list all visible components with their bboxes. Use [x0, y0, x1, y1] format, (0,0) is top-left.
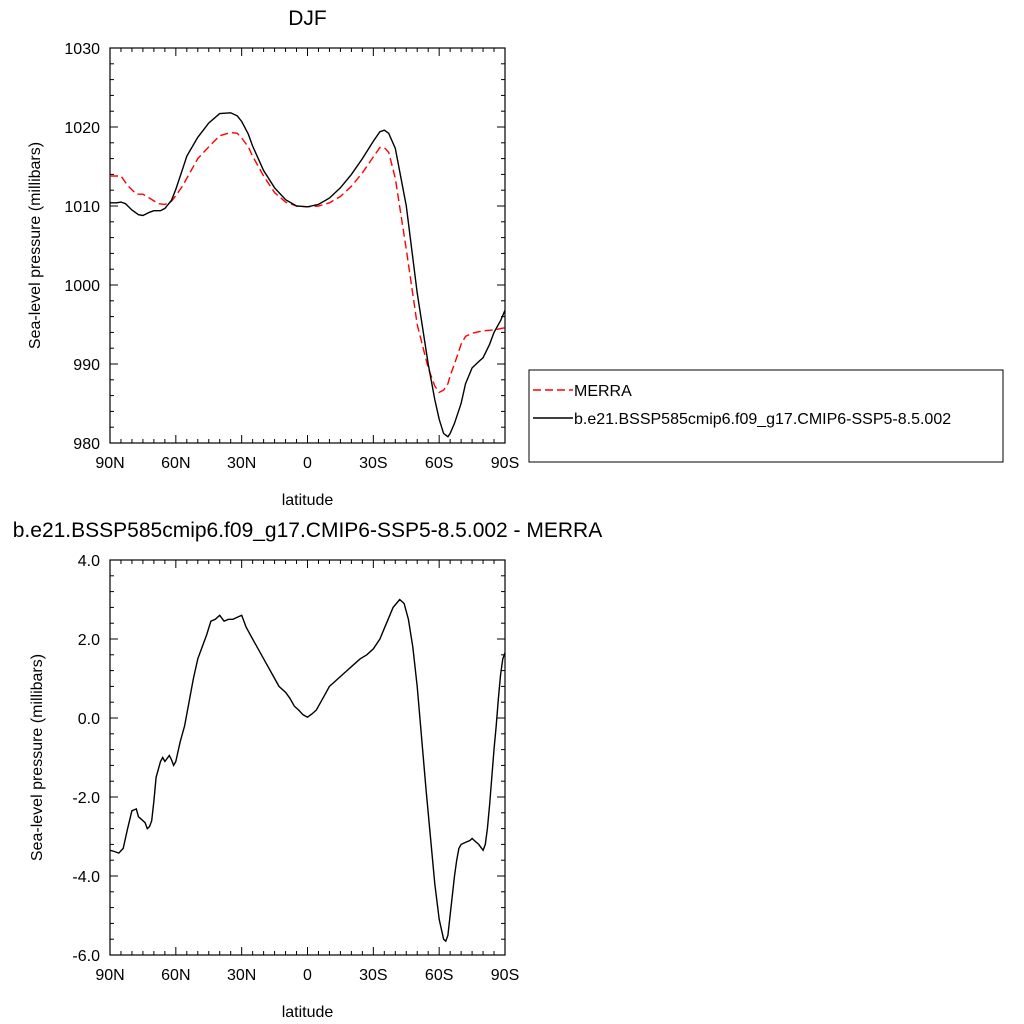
- y-tick-label: 1000: [64, 278, 100, 295]
- plot-frame: [109, 559, 506, 956]
- x-tick-label: 90S: [491, 455, 519, 472]
- x-tick-label: 30N: [227, 455, 256, 472]
- y-tick-label: 1030: [64, 41, 100, 58]
- bottom-panel: b.e21.BSSP585cmip6.f09_g17.CMIP6-SSP5-8.…: [13, 519, 602, 1021]
- top-panel: DJF 90N 60N 30N 0 30S 60S 90S 980 990 1000 1010 1020…: [27, 7, 519, 509]
- series-line-model: [110, 112, 505, 438]
- x-tick-label: 60S: [425, 967, 453, 984]
- x-axis-label: latitude: [282, 492, 334, 509]
- y-tick-label: 980: [73, 436, 100, 453]
- y-tick-label: 1010: [64, 199, 100, 216]
- series-line-merra: [110, 131, 505, 394]
- legend-entry: MERRA: [574, 383, 632, 400]
- y-tick-label: 1020: [64, 120, 100, 137]
- plot-frame: [109, 47, 506, 444]
- x-tick-label: 30N: [227, 967, 256, 984]
- x-tick-label: 0: [303, 967, 312, 984]
- y-axis-label: Sea-level pressure (millibars): [27, 142, 44, 349]
- chart-title: DJF: [288, 7, 327, 30]
- y-tick-label: -4.0: [72, 869, 100, 886]
- series-line-difference: [110, 598, 505, 943]
- y-tick-label: 2.0: [78, 632, 100, 649]
- x-tick-label: 60S: [425, 455, 453, 472]
- legend: MERRA b.e21.BSSP585cmip6.f09_g17.CMIP6-SS…: [528, 369, 1004, 463]
- y-axis-label: Sea-level pressure (millibars): [29, 654, 46, 861]
- x-tick-label: 30S: [359, 967, 387, 984]
- x-tick-label: 60N: [161, 455, 190, 472]
- legend-box: [528, 369, 1004, 463]
- x-tick-label: 0: [303, 455, 312, 472]
- y-tick-label: -2.0: [72, 790, 100, 807]
- x-tick-label: 30S: [359, 455, 387, 472]
- x-tick-label: 60N: [161, 967, 190, 984]
- y-tick-label: 4.0: [78, 553, 100, 570]
- chart-title: b.e21.BSSP585cmip6.f09_g17.CMIP6-SSP5-8.…: [13, 519, 602, 542]
- y-tick-label: 0.0: [78, 711, 100, 728]
- y-tick-label: 990: [73, 357, 100, 374]
- x-tick-label: 90S: [491, 967, 519, 984]
- y-tick-label: -6.0: [72, 948, 100, 965]
- x-axis-label: latitude: [282, 1004, 334, 1021]
- x-tick-label: 90N: [95, 455, 124, 472]
- x-tick-label: 90N: [95, 967, 124, 984]
- legend-entry: b.e21.BSSP585cmip6.f09_g17.CMIP6-SSP5-8.…: [574, 411, 951, 428]
